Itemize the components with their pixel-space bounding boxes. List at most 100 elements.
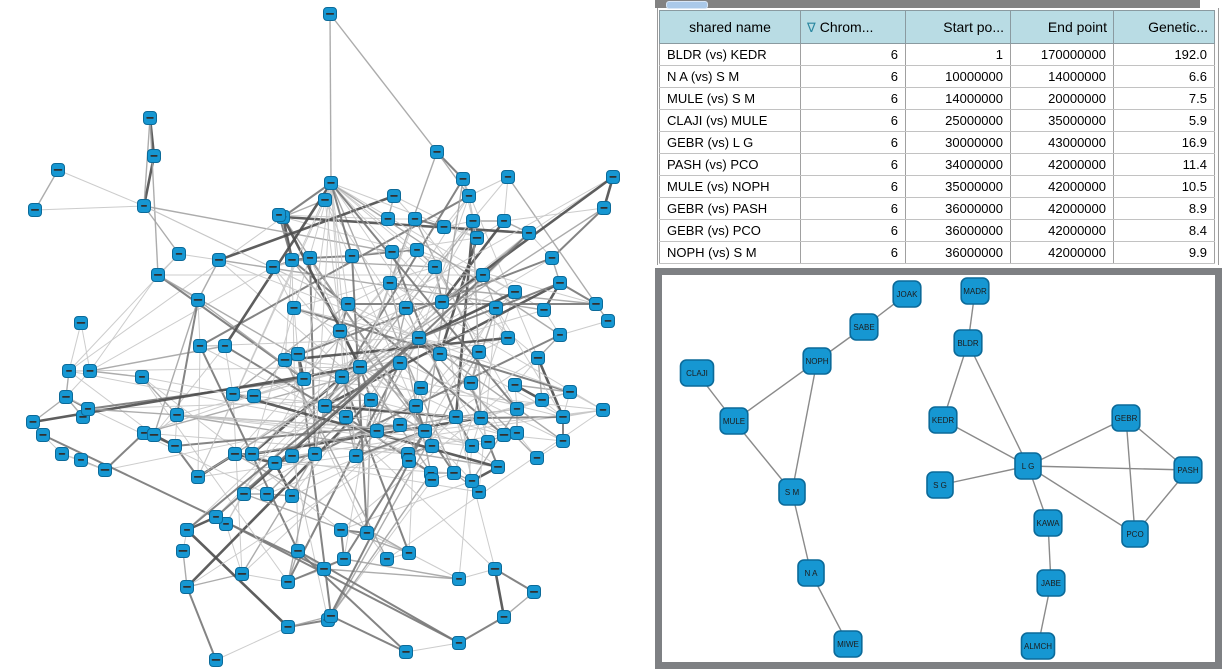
network-node[interactable]	[212, 253, 226, 267]
network-node[interactable]	[324, 176, 338, 190]
table-cell[interactable]: 192.0	[1113, 43, 1215, 66]
network-node-JOAK[interactable]: JOAK	[892, 280, 922, 308]
network-node[interactable]	[522, 226, 536, 240]
network-node[interactable]	[143, 111, 157, 125]
table-cell[interactable]: 25000000	[905, 109, 1011, 132]
network-node[interactable]	[510, 402, 524, 416]
network-edge-SG-LG[interactable]	[939, 465, 1029, 486]
table-row[interactable]: PASH (vs) PCO 6 34000000 42000000 11.4	[659, 153, 1215, 176]
network-node[interactable]	[601, 314, 615, 328]
network-node[interactable]	[278, 353, 292, 367]
main-network-panel[interactable]	[0, 0, 655, 669]
network-node[interactable]	[137, 199, 151, 213]
network-node-CLAJI[interactable]: CLAJI	[679, 359, 715, 387]
network-node[interactable]	[556, 410, 570, 424]
network-node[interactable]	[247, 389, 261, 403]
table-row[interactable]: NOPH (vs) S M 6 36000000 42000000 9.9	[659, 241, 1215, 264]
network-node[interactable]	[472, 345, 486, 359]
network-node-MADR[interactable]: MADR	[960, 277, 990, 305]
network-node[interactable]	[323, 7, 337, 21]
network-node[interactable]	[456, 172, 470, 186]
network-node[interactable]	[465, 439, 479, 453]
network-node[interactable]	[335, 370, 349, 384]
table-cell[interactable]: 10.5	[1113, 175, 1215, 198]
network-node[interactable]	[147, 149, 161, 163]
table-cell[interactable]: 11.4	[1113, 153, 1215, 176]
network-node[interactable]	[435, 295, 449, 309]
network-node[interactable]	[530, 451, 544, 465]
table-row[interactable]: GEBR (vs) PCO 6 36000000 42000000 8.4	[659, 219, 1215, 242]
network-edge-LG-GEBR[interactable]	[1027, 417, 1127, 467]
network-node[interactable]	[285, 489, 299, 503]
network-node-MULE[interactable]: MULE	[719, 407, 749, 435]
network-node-SG[interactable]: S G	[926, 471, 954, 499]
network-node[interactable]	[596, 403, 610, 417]
network-node[interactable]	[341, 297, 355, 311]
table-row[interactable]: N A (vs) S M 6 10000000 14000000 6.6	[659, 65, 1215, 88]
network-node[interactable]	[385, 245, 399, 259]
table-cell[interactable]: 35000000	[905, 175, 1011, 198]
network-node[interactable]	[589, 297, 603, 311]
network-node[interactable]	[425, 439, 439, 453]
network-node[interactable]	[260, 487, 274, 501]
network-node-PASH[interactable]: PASH	[1173, 456, 1203, 484]
network-node[interactable]	[55, 447, 69, 461]
network-node-JABE[interactable]: JABE	[1036, 569, 1066, 597]
network-node[interactable]	[191, 293, 205, 307]
table-cell[interactable]: 6	[800, 109, 906, 132]
network-node[interactable]	[381, 212, 395, 226]
network-node[interactable]	[337, 552, 351, 566]
network-node[interactable]	[474, 411, 488, 425]
network-node[interactable]	[508, 378, 522, 392]
table-cell[interactable]: 36000000	[905, 241, 1011, 264]
network-node[interactable]	[266, 260, 280, 274]
table-cell[interactable]: 16.9	[1113, 131, 1215, 154]
table-cell[interactable]: MULE (vs) NOPH	[659, 175, 801, 198]
network-node[interactable]	[606, 170, 620, 184]
main-network-canvas[interactable]	[0, 0, 655, 669]
network-node[interactable]	[399, 301, 413, 315]
table-cell[interactable]: 43000000	[1010, 131, 1114, 154]
network-node[interactable]	[235, 567, 249, 581]
network-node[interactable]	[497, 214, 511, 228]
table-cell[interactable]: 1	[905, 43, 1011, 66]
network-node[interactable]	[425, 473, 439, 487]
network-node[interactable]	[287, 301, 301, 315]
network-edge-BLDR-LG[interactable]	[967, 342, 1029, 467]
table-cell[interactable]: 36000000	[905, 197, 1011, 220]
table-cell[interactable]: 8.9	[1113, 197, 1215, 220]
network-node[interactable]	[317, 562, 331, 576]
filter-icon[interactable]: ∇	[807, 19, 816, 35]
network-node[interactable]	[135, 370, 149, 384]
network-node[interactable]	[272, 208, 286, 222]
network-node[interactable]	[597, 201, 611, 215]
column-header-shared-name[interactable]: shared name	[659, 10, 801, 44]
network-node[interactable]	[380, 552, 394, 566]
table-cell[interactable]: 6	[800, 87, 906, 110]
network-node[interactable]	[281, 575, 295, 589]
table-cell[interactable]: 6	[800, 65, 906, 88]
network-node[interactable]	[387, 189, 401, 203]
table-cell[interactable]: 6.6	[1113, 65, 1215, 88]
table-cell[interactable]: 14000000	[905, 87, 1011, 110]
network-node[interactable]	[410, 243, 424, 257]
network-node[interactable]	[428, 260, 442, 274]
table-cell[interactable]: 170000000	[1010, 43, 1114, 66]
network-node[interactable]	[393, 356, 407, 370]
network-node[interactable]	[324, 609, 338, 623]
network-node[interactable]	[151, 268, 165, 282]
network-node[interactable]	[462, 189, 476, 203]
network-node[interactable]	[481, 435, 495, 449]
network-node[interactable]	[501, 331, 515, 345]
network-node[interactable]	[291, 544, 305, 558]
network-node[interactable]	[176, 544, 190, 558]
table-cell[interactable]: 30000000	[905, 131, 1011, 154]
table-cell[interactable]: GEBR (vs) PASH	[659, 197, 801, 220]
table-row[interactable]: GEBR (vs) L G 6 30000000 43000000 16.9	[659, 131, 1215, 154]
network-node[interactable]	[408, 212, 422, 226]
network-node[interactable]	[418, 424, 432, 438]
network-node[interactable]	[447, 466, 461, 480]
network-node[interactable]	[452, 636, 466, 650]
network-node[interactable]	[193, 339, 207, 353]
